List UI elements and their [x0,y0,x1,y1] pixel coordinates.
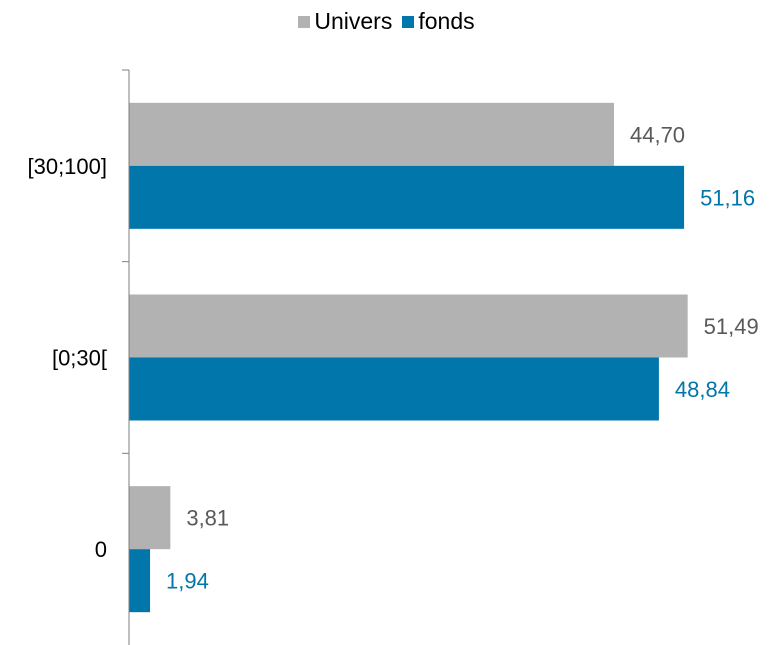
bar-univers-2 [129,486,171,550]
legend-label-univers: Univers [314,8,393,34]
data-label-univers-2: 3,81 [186,506,229,531]
bar-fonds-2 [129,549,151,613]
category-label-0: [30;100] [27,154,107,179]
data-label-univers-0: 44,70 [630,122,685,147]
data-label-univers-1: 51,49 [704,314,759,339]
bar-fonds-1 [129,357,659,421]
bar-fonds-0 [129,165,685,229]
legend-swatch-univers [298,15,311,28]
legend-label-fonds: fonds [418,8,475,34]
category-label-1: [0;30[ [52,346,107,371]
legend-item-univers: Univers [298,8,392,35]
legend-swatch-fonds [402,15,415,28]
data-label-fonds-2: 1,94 [166,569,209,594]
legend-item-fonds: fonds [402,8,475,35]
data-label-fonds-1: 48,84 [675,377,730,402]
data-label-fonds-0: 51,16 [700,185,755,210]
category-label-2: 0 [95,537,107,562]
bar-univers-0 [129,102,614,166]
legend: Univers fonds [0,8,773,35]
bar-univers-1 [129,294,688,358]
